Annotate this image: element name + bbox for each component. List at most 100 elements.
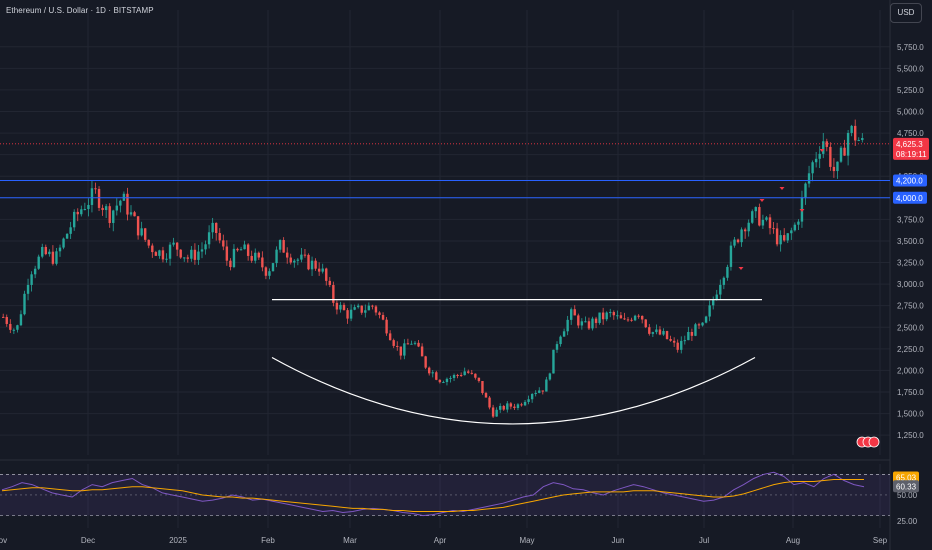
candle-body [672,340,676,343]
candle-body [765,217,768,220]
price-axis-tick: 5,250.0 [897,86,924,95]
candle-body [410,343,413,345]
event-badge-icon [868,436,880,448]
candle-body [687,331,690,341]
candle-body [733,239,736,246]
candle-body [832,166,836,172]
candle-body [811,162,814,174]
candle-body [662,331,665,335]
candle-body [612,312,615,316]
candle-body [747,222,750,232]
price-axis-tick: 2,250.0 [897,345,924,354]
candle-body [680,340,683,350]
rounding-bottom-arc [271,356,756,425]
candle-body [566,319,569,332]
candle-body [403,343,406,356]
signal-arrow-marker [759,199,765,202]
candle-body [857,140,860,142]
candle-body [428,367,431,374]
level-price-label: 4,200.0 [896,177,923,186]
price-axis-tick: 3,750.0 [897,215,924,224]
candle-body [41,246,44,257]
candle-body [651,332,655,334]
rsi-axis-tick: 50.00 [897,491,918,500]
candle-body [481,380,484,394]
candle-body [218,233,221,241]
candle-body [367,305,371,311]
last-price-label: 4,625.3 [896,140,923,149]
level-price-tag [893,174,927,187]
candle-body [623,318,626,320]
candle-body [328,280,331,285]
candle-body [286,252,289,258]
candle-body [495,409,498,417]
candle-body [580,321,584,326]
candle-body [80,209,83,215]
candle-body [470,372,473,374]
candle-body [381,314,385,320]
rsi-axis-tick: 25.00 [897,517,918,526]
candle-body [552,349,555,374]
price-axis-tick: 2,750.0 [897,302,924,311]
candle-body [417,342,420,347]
candle-body [374,306,378,313]
candle-body [268,271,271,276]
price-axis-tick: 5,500.0 [897,64,924,73]
candle-body [814,158,818,163]
time-axis-tick: May [519,536,534,545]
price-axis-tick: 5,750.0 [897,43,924,52]
candle-body [797,221,800,225]
candle-body [726,266,729,278]
candle-body [133,212,136,217]
candle-body [555,344,559,350]
price-axis-tick: 5,000.0 [897,107,924,116]
candle-body [264,267,268,276]
candle-body [296,259,300,261]
candle-body [545,379,548,392]
candle-body [850,125,853,133]
price-axis-tick: 2,000.0 [897,366,924,375]
candle-body [729,245,733,267]
candle-body [229,260,232,268]
candle-body [783,235,786,241]
currency-selector[interactable]: USD [890,3,922,23]
candle-body [378,312,381,315]
candle-body [108,206,111,223]
candle-body [2,316,5,318]
candle-body [669,339,672,341]
rsi-value-tag [893,480,919,493]
candle-body [73,211,76,228]
candle-body [215,222,218,234]
price-axis-tick: 3,500.0 [897,237,924,246]
candle-body [601,312,605,320]
candle-body [186,257,189,259]
candle-body [570,309,573,320]
candle-body [587,321,591,329]
candle-body [839,147,843,162]
candle-body [449,377,452,379]
candle-body [211,222,214,233]
candle-body [761,219,765,226]
rsi-ma-value-label: 65.03 [896,473,917,482]
candle-body [136,216,140,236]
candle-body [790,230,793,234]
time-axis-tick: 2025 [169,536,187,545]
candle-body [648,327,651,334]
candle-body [406,343,410,345]
candle-body [335,302,339,310]
signal-arrow-marker [779,187,785,190]
candle-body [193,249,197,260]
candle-body [97,188,101,208]
candle-body [342,304,346,311]
candle-body [655,329,658,333]
candle-body [332,284,335,303]
candle-body [126,193,129,215]
candle-body [115,205,118,211]
candle-body [456,374,459,376]
candle-body [261,257,264,268]
chart-title: Ethereum / U.S. Dollar · 1D · BITSTAMP [6,6,154,15]
candle-body [58,247,62,252]
candle-body [254,252,257,261]
candle-body [339,304,342,310]
